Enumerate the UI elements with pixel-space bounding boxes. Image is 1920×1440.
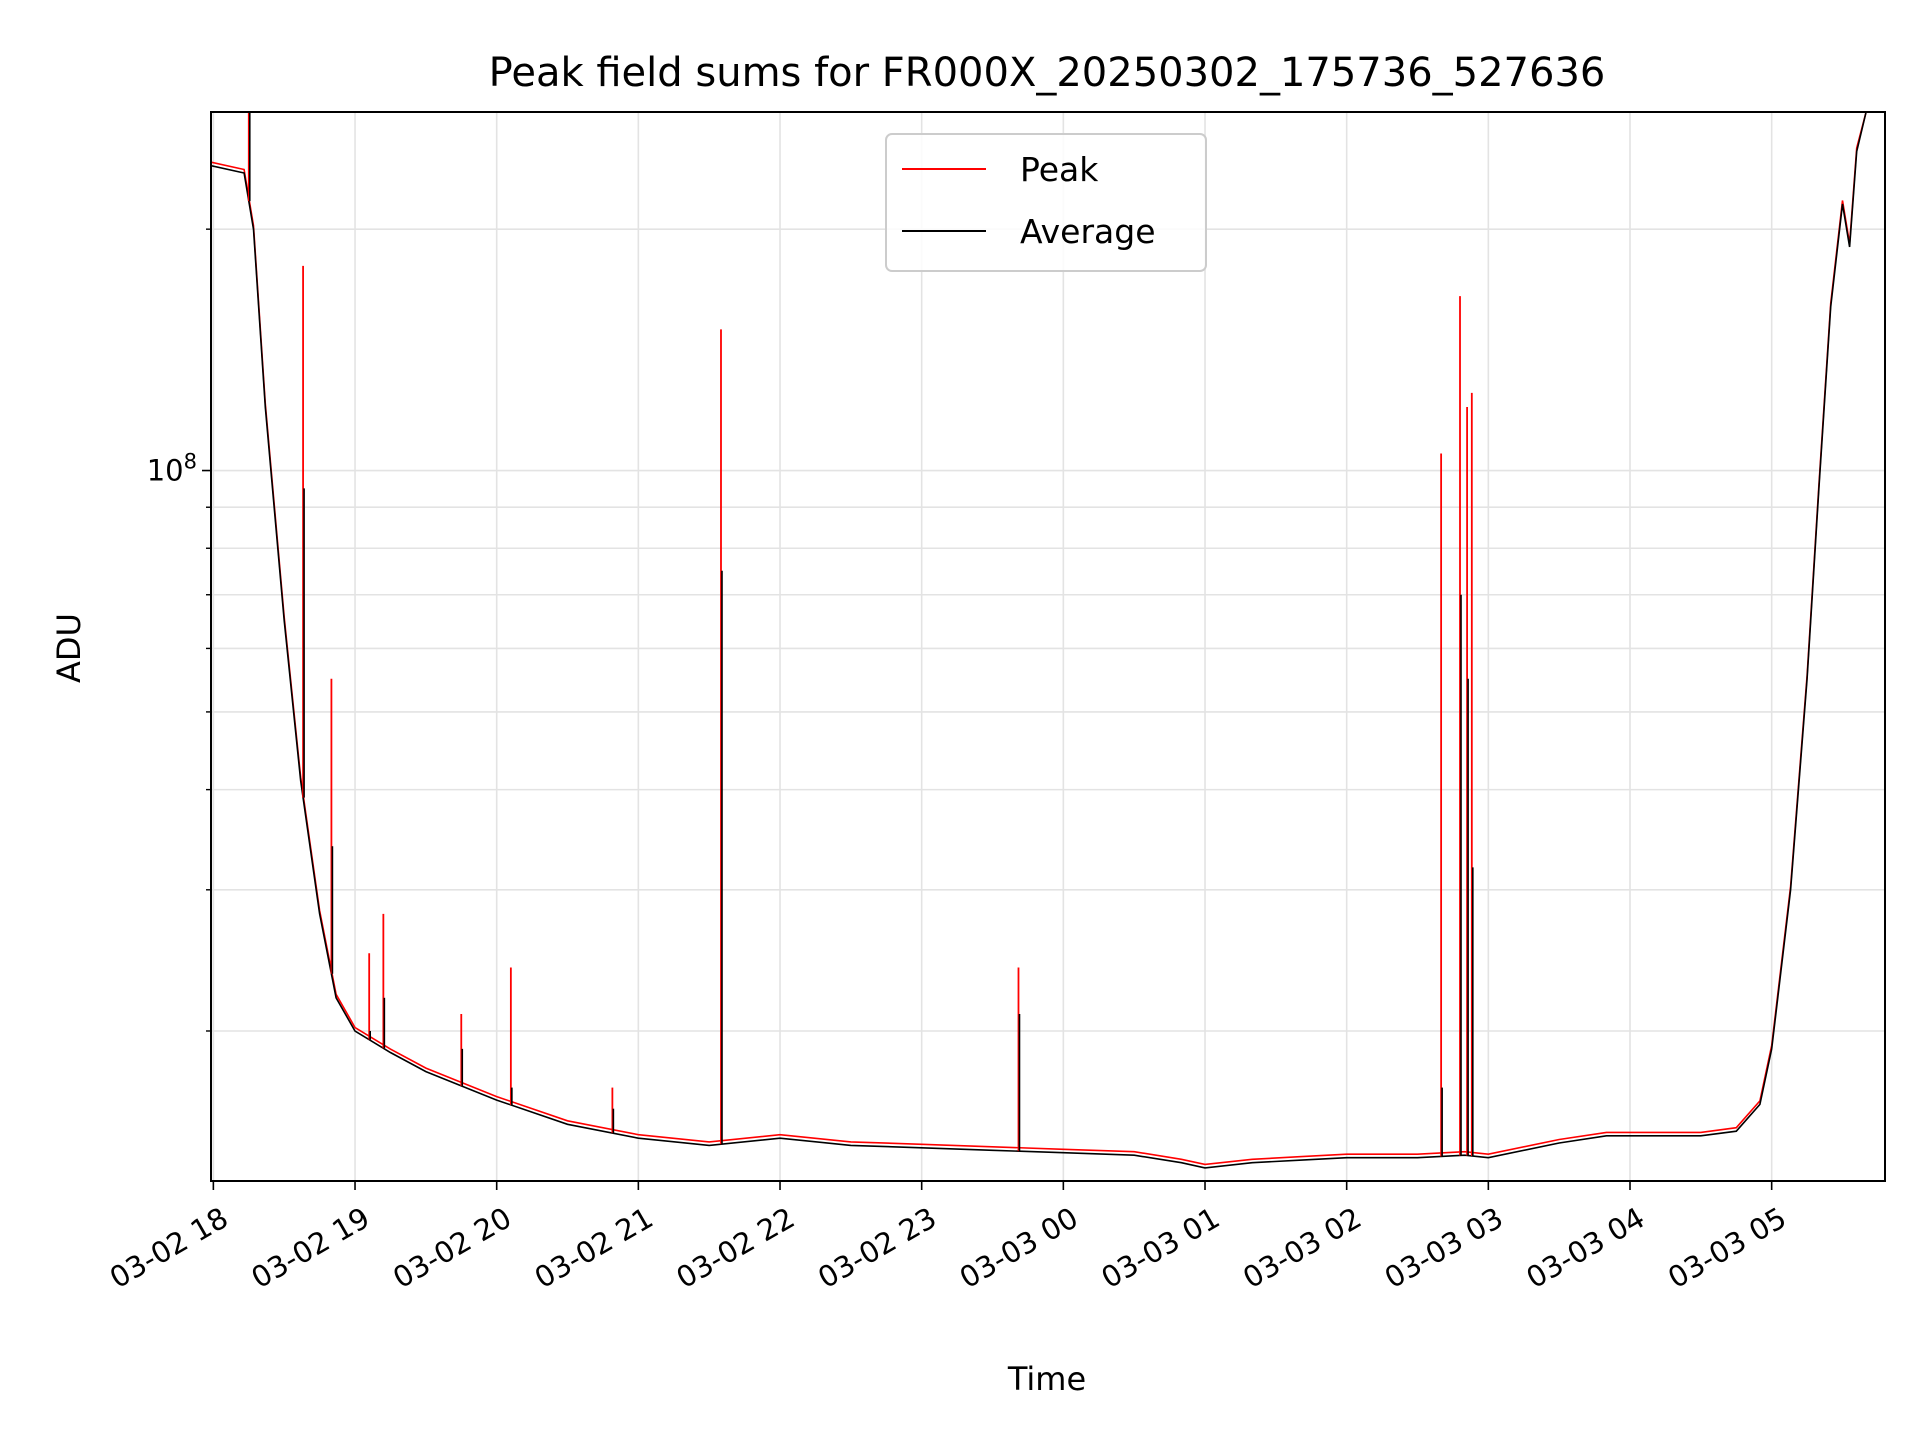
x-axis-label: Time <box>1007 1360 1086 1398</box>
y-tick-label: 108 <box>147 450 197 488</box>
legend: Peak Average <box>885 133 1207 272</box>
grid <box>211 112 1885 1181</box>
legend-label-average: Average <box>1020 212 1156 251</box>
legend-label-peak: Peak <box>1020 150 1099 189</box>
series-area <box>211 112 1867 1169</box>
y-axis-label: ADU <box>50 613 88 683</box>
chart-title: Peak field sums for FR000X_20250302_1757… <box>489 50 1606 96</box>
average-series-line <box>211 112 1867 1169</box>
plot-frame <box>210 111 1886 1182</box>
